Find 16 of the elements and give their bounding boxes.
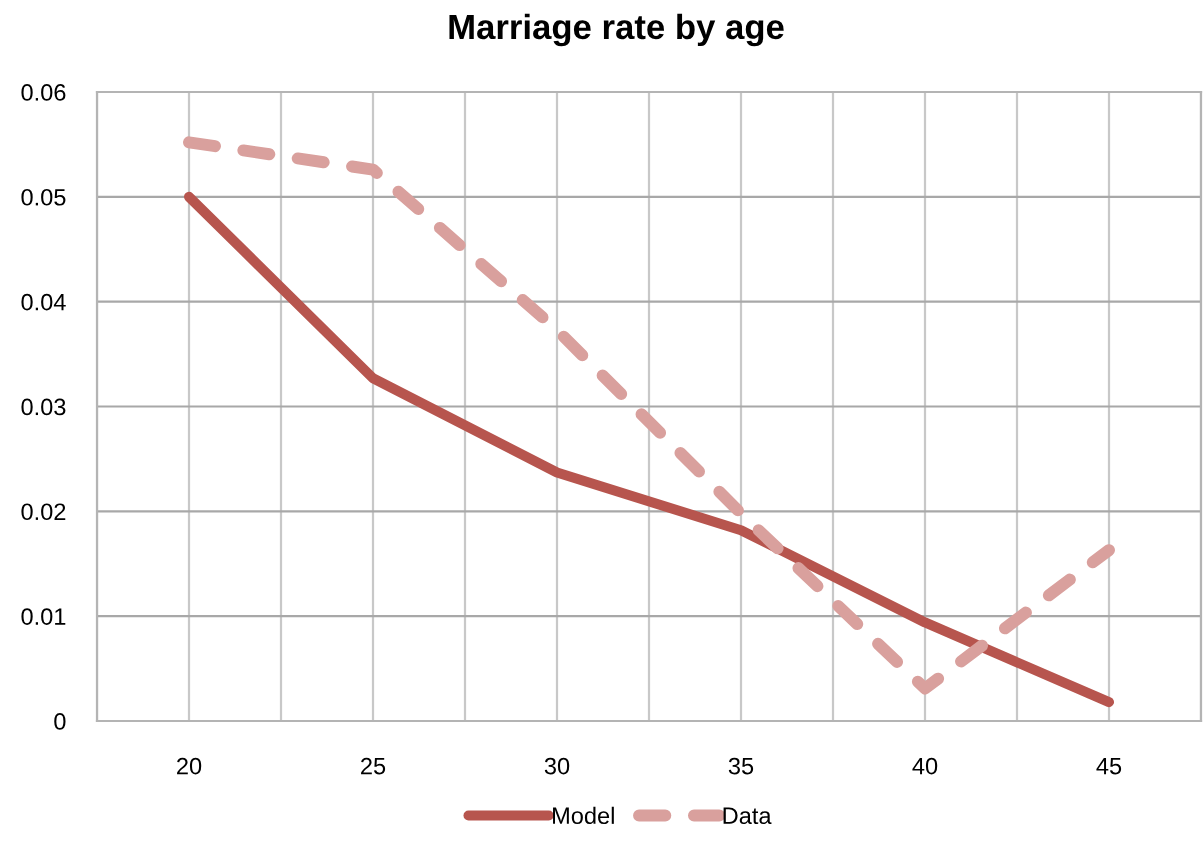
y-tick-label: 0 [54, 713, 66, 730]
y-tick-label: 0.02 [21, 503, 66, 521]
y-tick-label: 0.06 [21, 84, 66, 101]
legend-label: Model [553, 806, 614, 825]
y-tick-label: 0.01 [21, 608, 66, 625]
x-tick-label: 25 [361, 757, 386, 775]
x-tick-label: 40 [912, 757, 938, 775]
legend-label: Data [723, 807, 772, 825]
x-tick-label: 35 [728, 757, 754, 775]
x-tick-label: 45 [1096, 757, 1122, 775]
x-tick-label: 30 [544, 757, 570, 775]
y-tick-label: 0.04 [21, 293, 66, 311]
y-tick-label: 0.05 [21, 188, 66, 206]
chart-title: Marriage rate by age [449, 13, 784, 47]
x-tick-label: 20 [177, 757, 202, 775]
y-tick-label: 0.03 [21, 398, 66, 416]
